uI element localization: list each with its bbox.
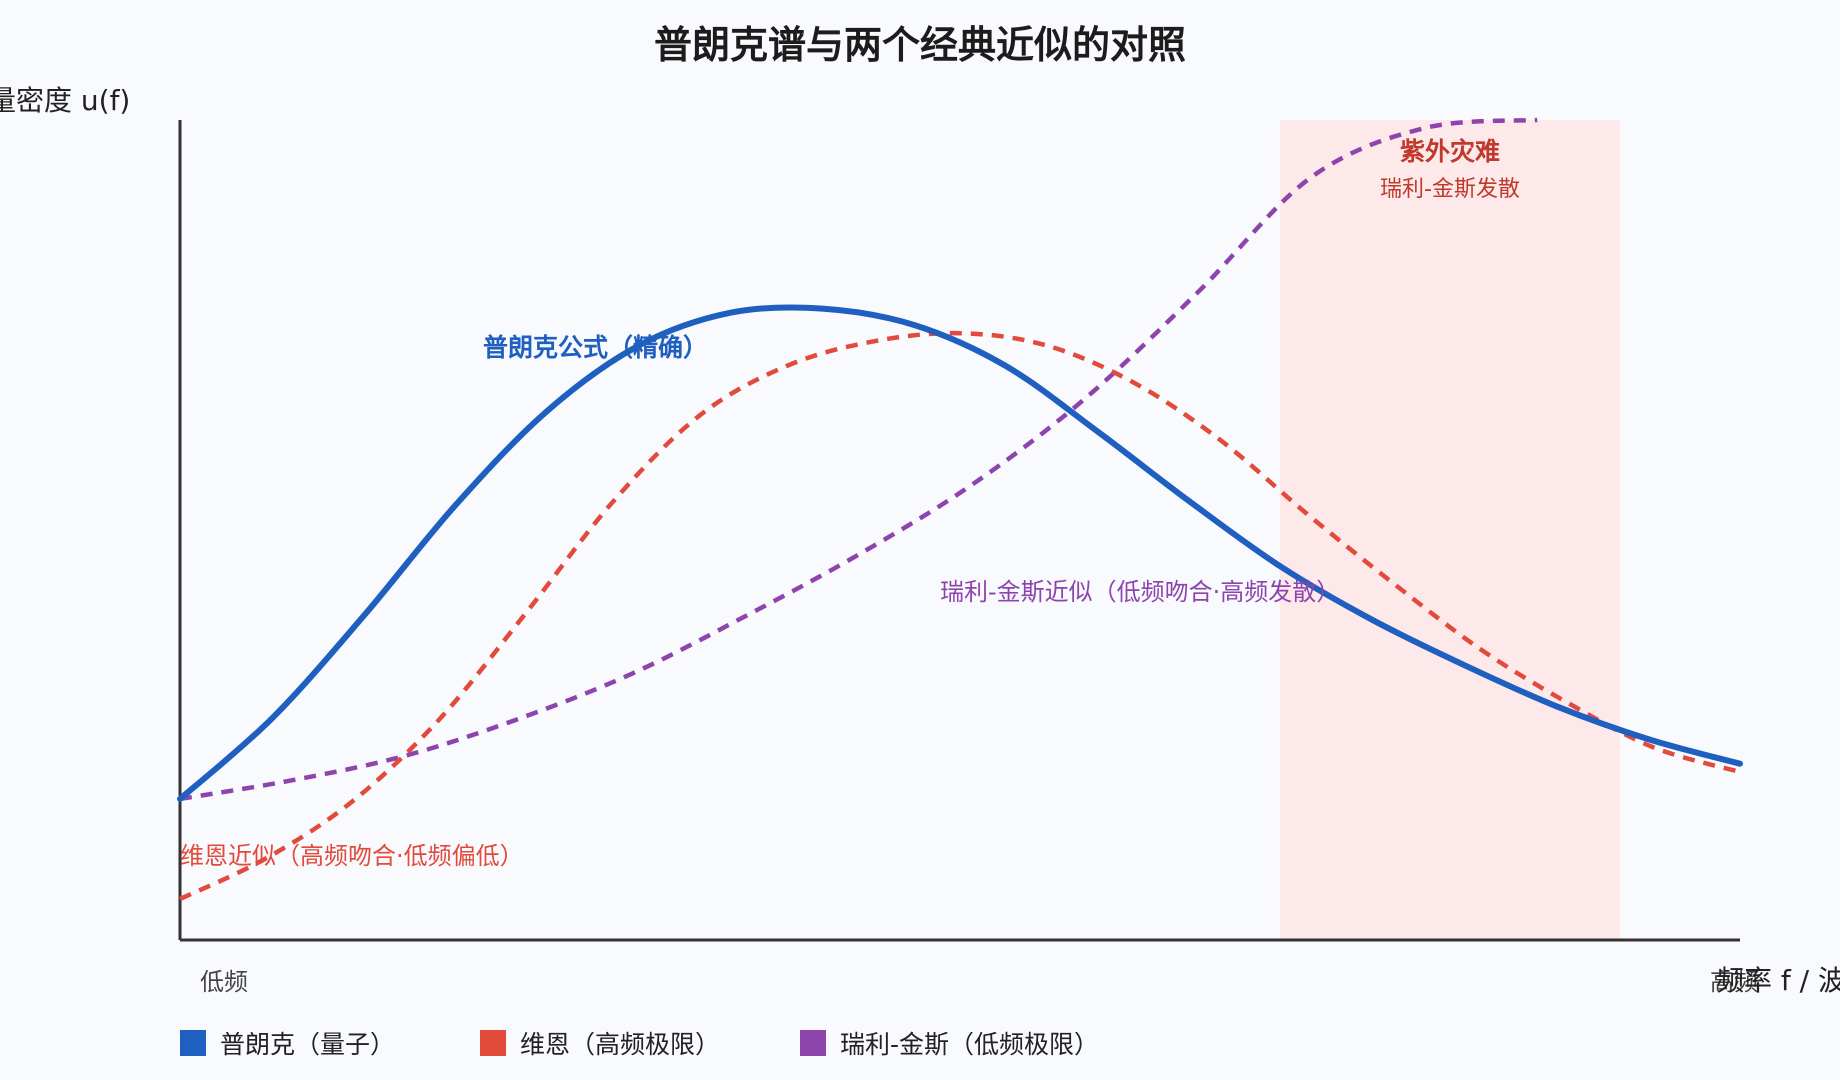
- legend-item-rayleigh-jeans: 瑞利-金斯（低频极限）: [800, 1030, 1099, 1059]
- x-tick-high: 高频: [1710, 968, 1758, 996]
- legend-item-wien: 维恩（高频极限）: [480, 1030, 720, 1059]
- uv-catastrophe-region: [1279, 120, 1620, 940]
- series-line-planck: [177, 304, 1743, 802]
- uv-catastrophe-subtitle: 瑞利-金斯发散: [1380, 177, 1520, 202]
- x-tick-low: 低频: [200, 968, 248, 996]
- uv-catastrophe-title: 紫外灾难: [1400, 137, 1500, 166]
- legend-label-rayleigh-jeans: 瑞利-金斯（低频极限）: [840, 1030, 1099, 1059]
- legend-swatch-wien: [480, 1030, 506, 1056]
- series-line-wien: [179, 330, 1741, 902]
- y-axis-label: 量密度 u(f): [0, 84, 130, 117]
- legend: 普朗克（量子） 维恩（高频极限） 瑞利-金斯（低频极限）: [180, 1030, 1099, 1059]
- legend-item-planck: 普朗克（量子）: [180, 1030, 395, 1059]
- chart-title: 普朗克谱与两个经典近似的对照: [654, 23, 1186, 67]
- legend-label-planck: 普朗克（量子）: [220, 1030, 395, 1059]
- series-line-rayleigh-jeans: [179, 117, 1538, 802]
- legend-label-wien: 维恩（高频极限）: [520, 1030, 720, 1059]
- rayleigh-jeans-annotation: 瑞利-金斯近似（低频吻合·高频发散）: [940, 578, 1340, 606]
- planck-annotation: 普朗克公式（精确）: [483, 333, 708, 362]
- wien-annotation: 维恩近似（高频吻合·低频偏低）: [180, 842, 524, 870]
- legend-swatch-rayleigh-jeans: [800, 1030, 826, 1056]
- legend-swatch-planck: [180, 1030, 206, 1056]
- x-axis-label: 频率 f / 波: [1716, 964, 1840, 997]
